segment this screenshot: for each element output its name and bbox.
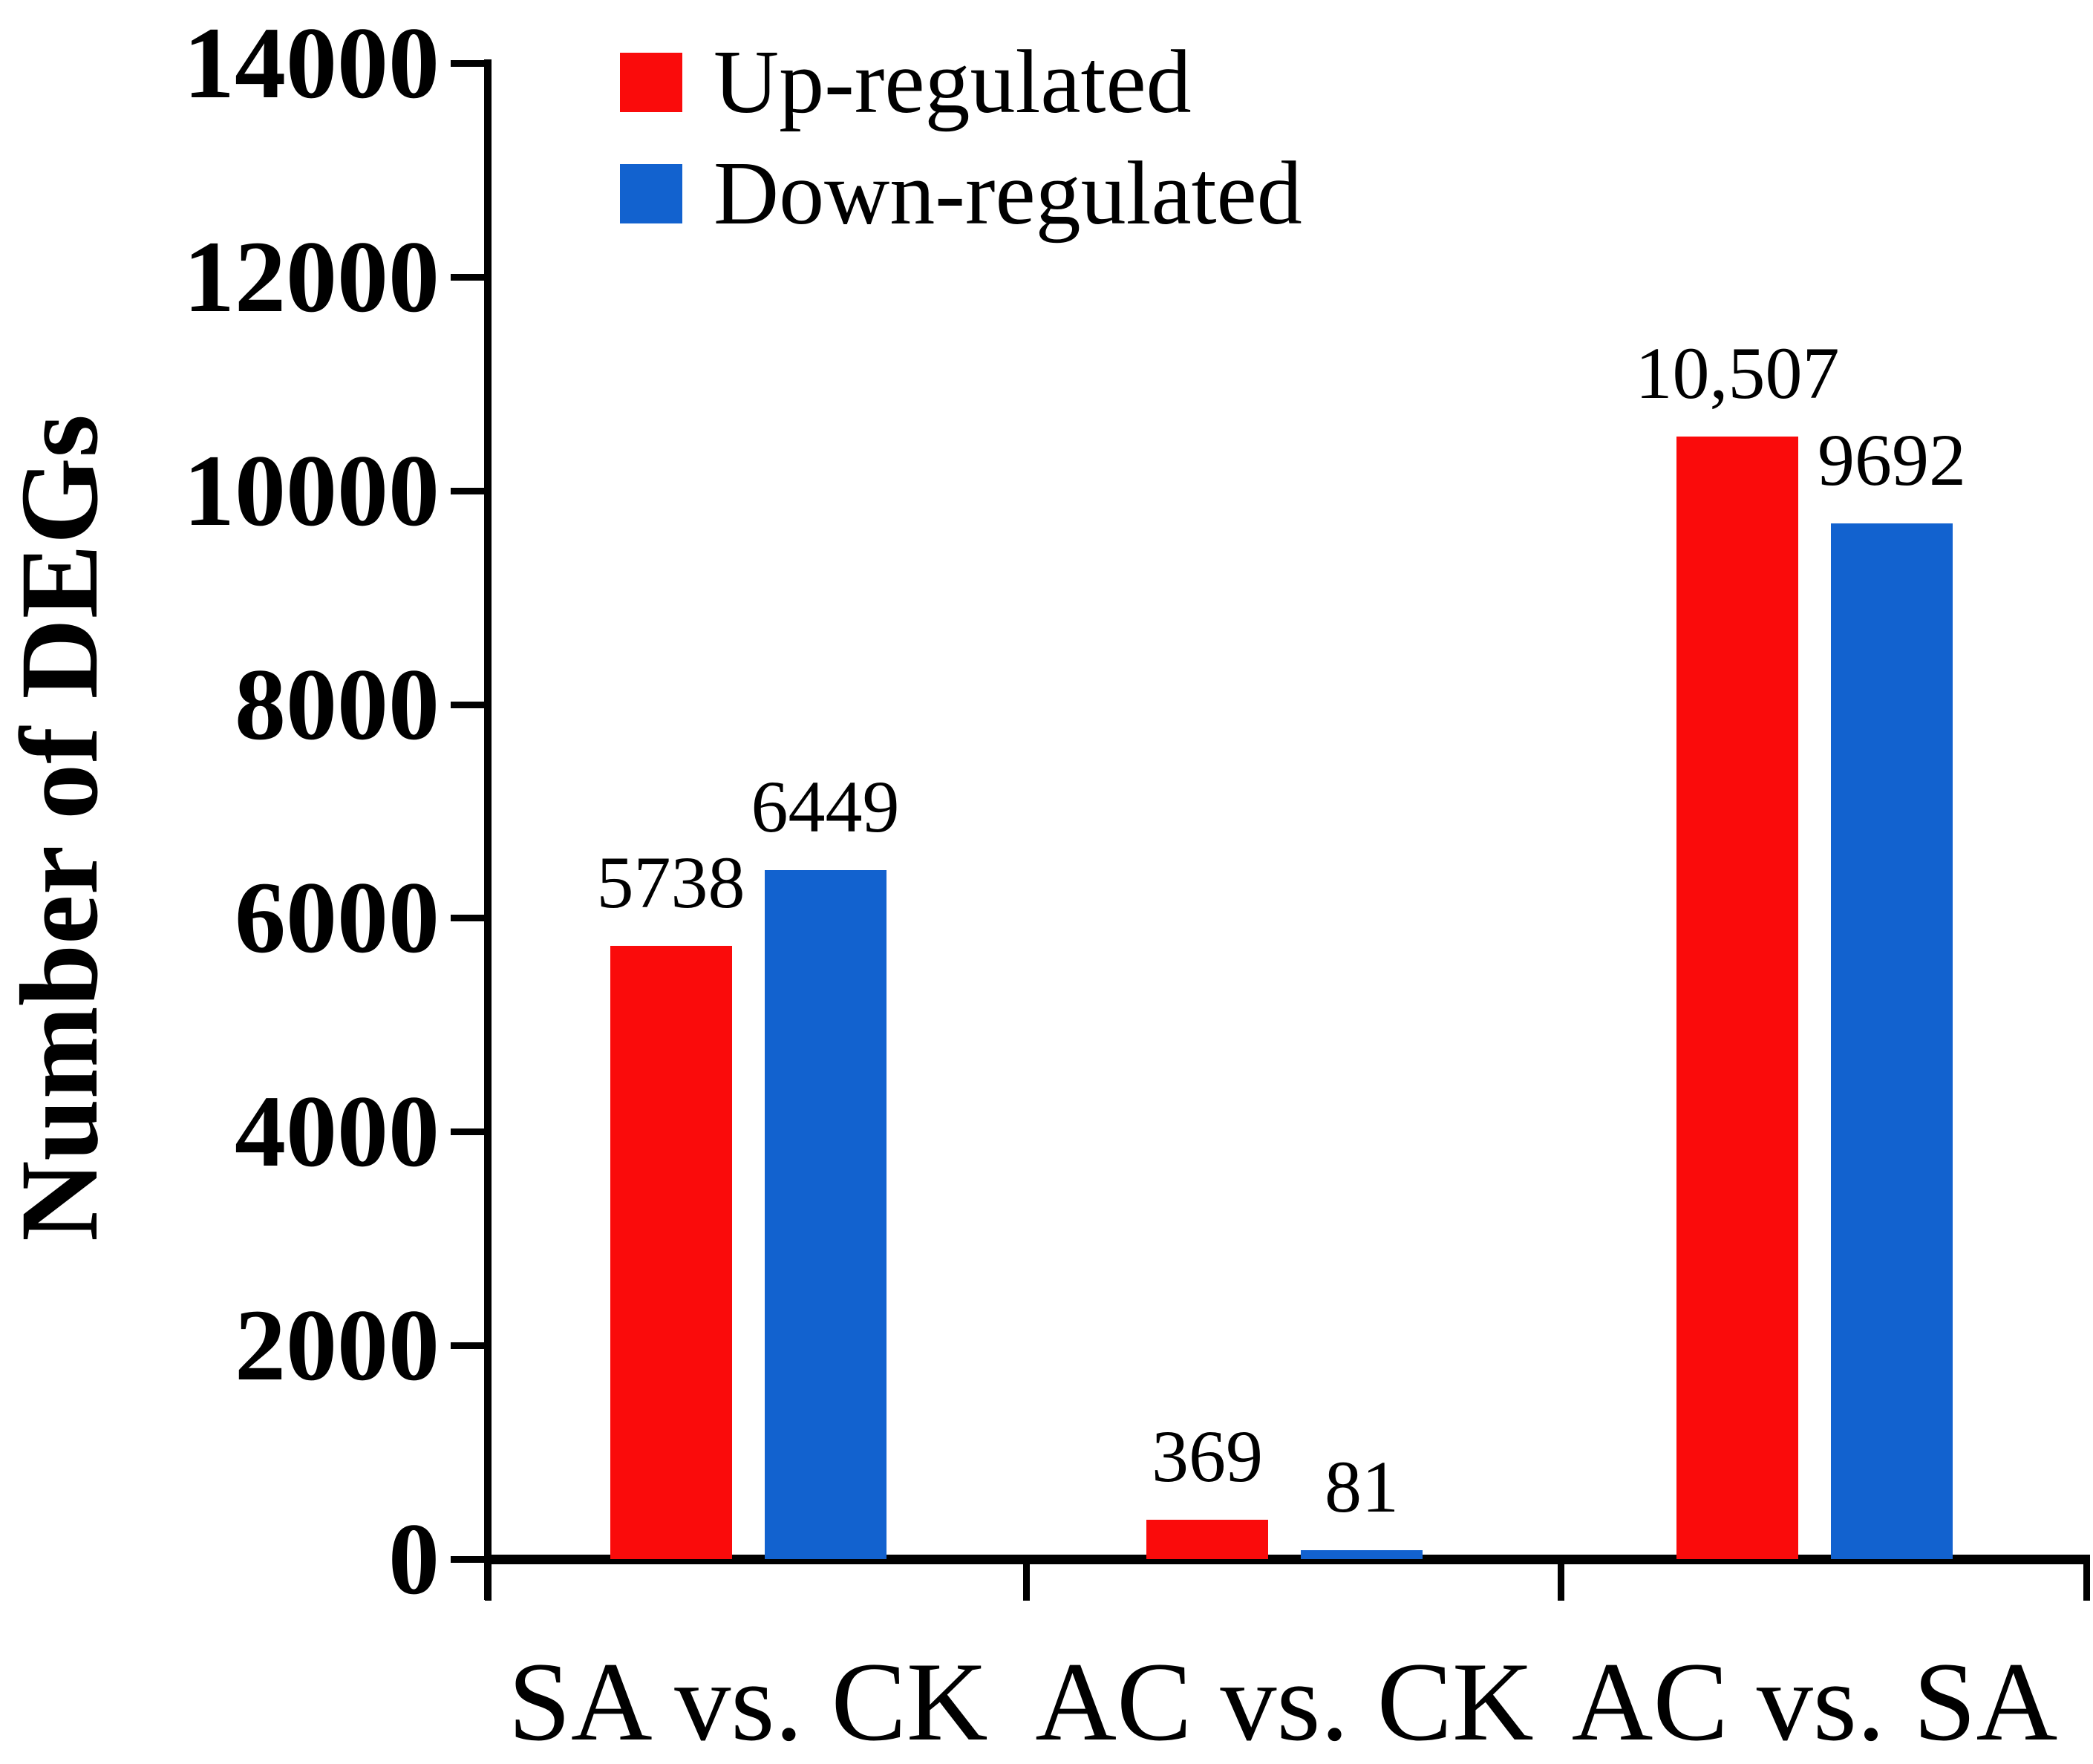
y-tick-mark-8000 xyxy=(451,701,488,708)
value-label-down-regulated-sa-vs-ck: 6449 xyxy=(751,765,900,848)
value-label-up-regulated-ac-vs-sa: 10,507 xyxy=(1635,332,1840,414)
value-label-down-regulated-ac-vs-sa: 9692 xyxy=(1818,419,1966,501)
y-tick-mark-10000 xyxy=(451,487,488,494)
bar-down-regulated-sa-vs-ck xyxy=(764,870,886,1559)
value-label-up-regulated-sa-vs-ck: 5738 xyxy=(596,841,745,924)
legend-item-up-regulated: Up-regulated xyxy=(620,34,1302,131)
y-tick-mark-4000 xyxy=(451,1128,488,1136)
legend-swatch-up-regulated-icon xyxy=(620,53,682,112)
y-tick-label-4000: 4000 xyxy=(235,1074,440,1189)
y-tick-label-12000: 12000 xyxy=(183,219,440,333)
bar-up-regulated-ac-vs-sa xyxy=(1676,437,1798,1559)
x-tick-mark-0 xyxy=(485,1559,492,1601)
y-tick-label-0: 0 xyxy=(388,1502,440,1616)
y-tick-label-2000: 2000 xyxy=(235,1288,440,1402)
x-tick-mark-2 xyxy=(1558,1559,1564,1601)
category-label-ac-vs-ck: AC vs. CK xyxy=(1035,1639,1534,1764)
bar-up-regulated-sa-vs-ck xyxy=(610,946,732,1559)
x-tick-mark-3 xyxy=(2083,1559,2090,1601)
value-label-down-regulated-ac-vs-ck: 81 xyxy=(1325,1446,1399,1528)
legend: Up-regulated Down-regulated xyxy=(620,34,1302,275)
category-label-ac-vs-sa: AC vs. SA xyxy=(1571,1639,2058,1764)
y-tick-label-6000: 6000 xyxy=(235,860,440,975)
y-tick-mark-14000 xyxy=(451,60,488,67)
bar-down-regulated-ac-vs-ck xyxy=(1301,1550,1423,1559)
y-axis-line xyxy=(484,59,492,1600)
y-tick-label-14000: 14000 xyxy=(183,6,440,120)
bar-down-regulated-ac-vs-sa xyxy=(1831,523,1953,1559)
legend-label-up-regulated: Up-regulated xyxy=(714,32,1192,132)
value-label-up-regulated-ac-vs-ck: 369 xyxy=(1152,1415,1263,1497)
category-label-sa-vs-ck: SA vs. CK xyxy=(508,1639,988,1764)
x-tick-mark-1 xyxy=(1023,1559,1030,1601)
legend-item-down-regulated: Down-regulated xyxy=(620,146,1302,242)
y-tick-mark-6000 xyxy=(451,915,488,922)
y-tick-mark-2000 xyxy=(451,1342,488,1350)
y-tick-mark-12000 xyxy=(451,273,488,281)
y-tick-label-8000: 8000 xyxy=(235,647,440,761)
bar-up-regulated-ac-vs-ck xyxy=(1146,1520,1268,1559)
y-tick-mark-0 xyxy=(451,1556,488,1563)
legend-swatch-down-regulated-icon xyxy=(620,164,682,223)
legend-label-down-regulated: Down-regulated xyxy=(714,143,1302,244)
y-tick-label-10000: 10000 xyxy=(183,433,440,547)
